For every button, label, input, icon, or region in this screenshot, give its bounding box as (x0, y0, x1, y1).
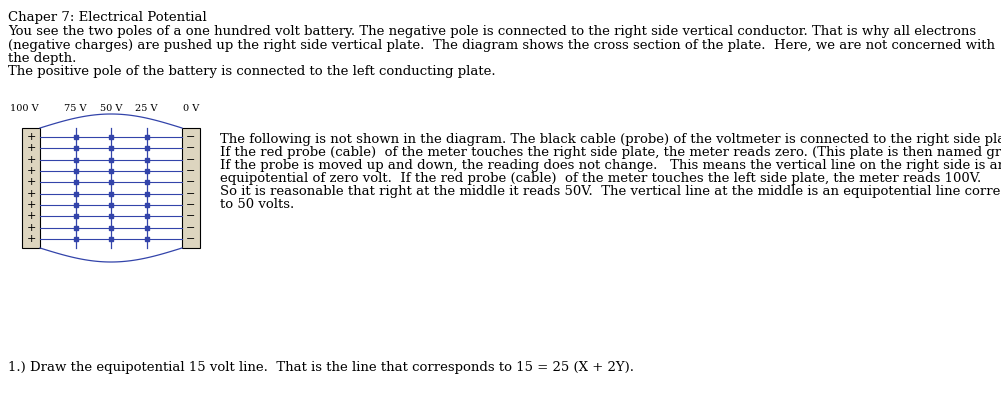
Text: +: + (26, 223, 36, 233)
Text: +: + (26, 211, 36, 221)
Text: −: − (186, 200, 195, 210)
Text: to 50 volts.: to 50 volts. (220, 198, 294, 211)
Text: +: + (26, 177, 36, 187)
Text: +: + (26, 188, 36, 199)
Text: −: − (186, 166, 195, 176)
Text: −: − (186, 188, 195, 199)
Text: −: − (186, 132, 195, 142)
Text: 50 V: 50 V (100, 104, 122, 113)
Text: −: − (186, 143, 195, 153)
Text: +: + (26, 200, 36, 210)
Text: 100 V: 100 V (10, 104, 39, 113)
Text: 25 V: 25 V (135, 104, 158, 113)
Text: +: + (26, 132, 36, 142)
Text: The following is not shown in the diagram. The black cable (probe) of the voltme: The following is not shown in the diagra… (220, 133, 1001, 146)
Bar (22, 128, 40, 248)
Text: −: − (186, 155, 195, 165)
Text: 75 V: 75 V (64, 104, 87, 113)
Text: +: + (26, 166, 36, 176)
Text: +: + (26, 234, 36, 244)
Text: You see the two poles of a one hundred volt battery. The negative pole is connec: You see the two poles of a one hundred v… (8, 25, 976, 38)
Text: 1.) Draw the equipotential 15 volt line.  That is the line that corresponds to 1: 1.) Draw the equipotential 15 volt line.… (8, 361, 634, 374)
Text: Chaper 7: Electrical Potential: Chaper 7: Electrical Potential (8, 11, 207, 24)
Bar (182, 128, 200, 248)
Text: If the probe is moved up and down, the reading does not change.   This means the: If the probe is moved up and down, the r… (220, 159, 1001, 172)
Text: (negative charges) are pushed up the right side vertical plate.  The diagram sho: (negative charges) are pushed up the rig… (8, 38, 995, 51)
Text: +: + (26, 155, 36, 165)
Text: The positive pole of the battery is connected to the left conducting plate.: The positive pole of the battery is conn… (8, 65, 495, 78)
Text: 0 V: 0 V (183, 104, 199, 113)
Text: +: + (26, 143, 36, 153)
Text: −: − (186, 177, 195, 187)
Text: −: − (186, 234, 195, 244)
Text: equipotential of zero volt.  If the red probe (cable)  of the meter touches the : equipotential of zero volt. If the red p… (220, 172, 981, 185)
Text: the depth.: the depth. (8, 52, 76, 65)
Text: −: − (186, 223, 195, 233)
Text: −: − (186, 211, 195, 221)
Text: If the red probe (cable)  of the meter touches the right side plate, the meter r: If the red probe (cable) of the meter to… (220, 146, 1001, 159)
Text: So it is reasonable that right at the middle it reads 50V.  The vertical line at: So it is reasonable that right at the mi… (220, 185, 1001, 198)
